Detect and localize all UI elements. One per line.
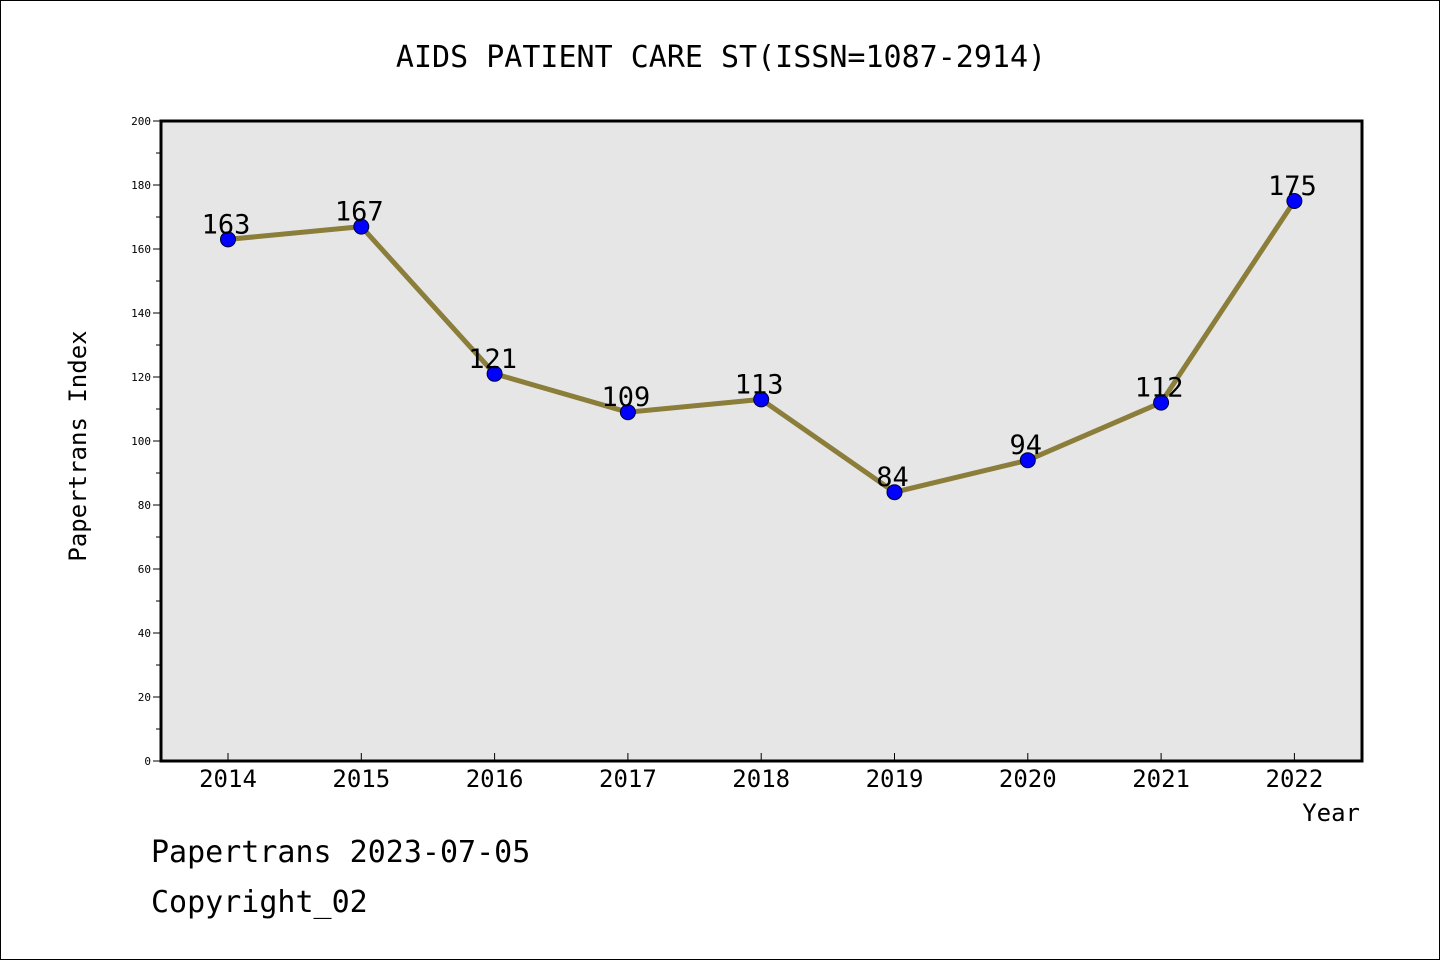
chart-title: AIDS PATIENT CARE ST(ISSN=1087-2914) xyxy=(396,40,1046,75)
data-point xyxy=(220,231,236,248)
y-tick-label: 160 xyxy=(131,243,151,256)
footer-copyright: Copyright_02 xyxy=(151,885,368,920)
x-tick-label: 2018 xyxy=(732,765,790,793)
x-tick-label: 2015 xyxy=(332,765,390,793)
data-label: 94 xyxy=(1010,430,1043,461)
y-tick-label: 0 xyxy=(144,755,151,768)
data-label: 121 xyxy=(468,344,517,375)
data-point xyxy=(1153,394,1170,411)
x-tick-label: 2020 xyxy=(999,765,1057,793)
data-point xyxy=(486,365,503,382)
x-tick-label: 2021 xyxy=(1132,765,1190,793)
x-axis-label: Year xyxy=(1302,799,1360,827)
data-label: 113 xyxy=(735,369,784,400)
data-point xyxy=(1019,452,1036,469)
y-axis: 0 20 40 60 80 100 120 140 160 180 200 xyxy=(131,115,161,768)
y-tick-label: 60 xyxy=(138,563,151,576)
x-tick-label: 2017 xyxy=(599,765,657,793)
x-tick-label: 2022 xyxy=(1266,765,1324,793)
y-tick-label: 20 xyxy=(138,691,151,704)
data-label: 109 xyxy=(602,382,651,413)
footer-date: Papertrans 2023-07-05 xyxy=(151,835,531,870)
data-label: 167 xyxy=(335,197,384,228)
y-tick-label: 100 xyxy=(131,435,151,448)
data-label: 112 xyxy=(1135,373,1184,404)
x-axis: 2014 2015 2016 2017 2018 2019 2020 2021 2022 xyxy=(199,753,1323,793)
data-labels: 163 167 121 109 113 84 94 112 175 xyxy=(202,171,1317,493)
y-axis-label: Papertrans Index xyxy=(64,330,92,561)
y-tick-label: 180 xyxy=(131,179,151,192)
x-tick-label: 2014 xyxy=(199,765,257,793)
data-point xyxy=(886,484,903,501)
data-label: 163 xyxy=(202,209,251,240)
data-label: 84 xyxy=(876,462,909,493)
x-tick-label: 2016 xyxy=(466,765,524,793)
data-point xyxy=(619,404,636,421)
data-point xyxy=(1286,193,1303,209)
y-tick-label: 120 xyxy=(131,371,151,384)
y-tick-label: 40 xyxy=(138,627,151,640)
y-tick-label: 80 xyxy=(138,499,151,512)
data-point xyxy=(353,218,370,235)
y-tick-label: 140 xyxy=(131,307,151,320)
data-points xyxy=(220,193,1303,501)
x-tick-label: 2019 xyxy=(866,765,924,793)
data-point xyxy=(753,391,770,408)
data-label: 175 xyxy=(1268,171,1317,202)
y-tick-label: 200 xyxy=(131,115,151,128)
